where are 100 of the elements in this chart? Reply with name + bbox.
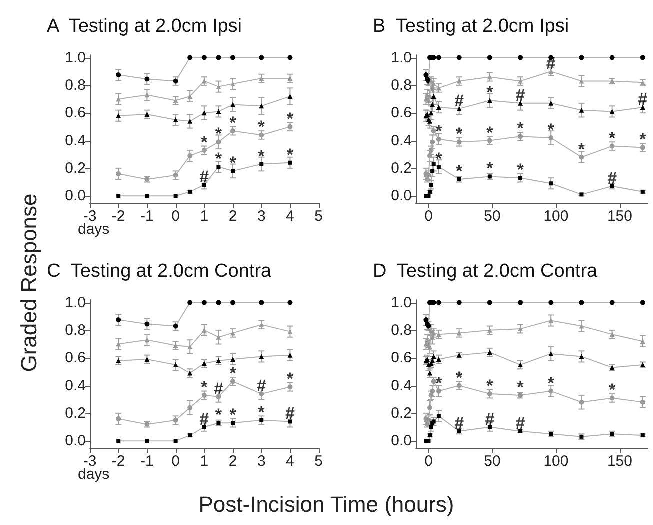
annotation: * xyxy=(230,114,237,133)
y-tick-label: 1.0 xyxy=(391,49,412,66)
annotation: # xyxy=(485,410,496,429)
y-tick-label: 0.4 xyxy=(391,377,412,394)
y-tick-label: 0.4 xyxy=(65,132,86,150)
y-tick-label: 0.8 xyxy=(391,76,412,94)
x-tick-label: -1 xyxy=(140,208,154,225)
x-tick-label: 0 xyxy=(172,208,180,225)
annotation: # xyxy=(516,414,526,433)
y-tick-label: 0.0 xyxy=(391,188,412,205)
y-tick-label: 0.8 xyxy=(65,76,86,94)
annotation: # xyxy=(516,86,526,105)
annotation: # xyxy=(608,168,618,188)
annotation: * xyxy=(486,159,494,178)
annotation: * xyxy=(517,160,524,180)
annotation: # xyxy=(285,404,296,424)
x-tick-label: 2 xyxy=(228,453,238,470)
x-tick-label: 0 xyxy=(424,208,433,225)
annotation: # xyxy=(200,410,210,429)
annotation: * xyxy=(230,364,237,384)
y-tick-label: 0.6 xyxy=(65,104,86,122)
annotation: * xyxy=(486,83,494,102)
annotation: * xyxy=(517,378,524,397)
annotation: * xyxy=(230,154,237,173)
annotation: * xyxy=(215,406,222,425)
y-tick-label: 0.2 xyxy=(65,404,86,422)
x-tick-label: 5 xyxy=(314,208,323,225)
annotation: * xyxy=(486,376,494,396)
y-tick-label: 0.0 xyxy=(65,432,86,450)
annotation: * xyxy=(517,119,524,138)
annotation: * xyxy=(230,406,237,425)
annotation: * xyxy=(548,374,555,393)
x-tick-label: -2 xyxy=(112,208,126,225)
x-tick-label: 100 xyxy=(544,453,569,470)
annotation: # xyxy=(638,90,648,110)
annotation: # xyxy=(454,91,465,110)
y-tick-label: 0.2 xyxy=(65,160,86,177)
y-tick-label: 0.2 xyxy=(391,160,412,177)
annotation: * xyxy=(201,378,208,397)
x-tick-label: 50 xyxy=(484,208,501,225)
annotation: * xyxy=(456,124,464,144)
y-tick-label: 0.6 xyxy=(65,350,86,367)
x-tick-label: 5 xyxy=(314,453,323,470)
annotation: * xyxy=(436,122,443,141)
x-tick-label: 0 xyxy=(172,453,180,470)
y-tick-label: 0.8 xyxy=(65,322,86,339)
y-tick-label: 1.0 xyxy=(391,294,412,312)
x-tick-label: 150 xyxy=(607,453,632,470)
x-tick-label: -2 xyxy=(112,453,126,470)
annotation: * xyxy=(286,145,294,164)
x-tick-label: 50 xyxy=(484,453,501,470)
annotation: # xyxy=(454,414,465,433)
chart-title: B Testing at 2.0cm Ipsi xyxy=(373,16,570,37)
x-tick-label: -1 xyxy=(140,453,154,470)
annotation: * xyxy=(640,130,647,150)
x-tick-label: 0 xyxy=(424,453,433,470)
x-tick-label: 2 xyxy=(228,208,238,225)
annotation: * xyxy=(608,380,616,400)
x-tick-label: 150 xyxy=(607,208,632,225)
y-tick-label: 0.8 xyxy=(391,322,412,339)
annotation: * xyxy=(201,132,208,152)
y-tick-label: 1.0 xyxy=(65,49,86,66)
annotation: * xyxy=(456,368,464,388)
x-axis-title: Post-Incision Time (hours) xyxy=(198,492,456,518)
y-tick-label: 0.4 xyxy=(391,132,412,150)
annotation: * xyxy=(548,120,555,140)
x-tick-label: 4 xyxy=(286,453,294,470)
annotation: * xyxy=(608,128,616,148)
x-tick-label: 3 xyxy=(257,208,266,225)
y-tick-label: 1.0 xyxy=(65,294,86,312)
annotation: * xyxy=(578,140,586,159)
annotation: # xyxy=(256,376,267,396)
annotation: * xyxy=(258,402,266,422)
annotation: * xyxy=(215,124,222,144)
x-tick-label: 1 xyxy=(200,208,209,225)
annotation: * xyxy=(436,374,443,393)
y-tick-label: 0.2 xyxy=(391,404,412,422)
annotation: * xyxy=(215,150,222,169)
y-axis-title: Graded Response xyxy=(16,194,42,372)
x-tick-label: 1 xyxy=(200,453,209,470)
annotation: * xyxy=(456,162,464,181)
annotation: * xyxy=(486,123,494,142)
annotation: * xyxy=(436,150,443,169)
annotation: * xyxy=(258,146,266,166)
annotation: # xyxy=(200,168,210,187)
y-tick-label: 0.6 xyxy=(391,104,412,122)
x-tick-label: 100 xyxy=(544,208,569,225)
annotation: * xyxy=(258,118,266,137)
x-tick-label: 3 xyxy=(257,453,266,470)
x-tick-label: 4 xyxy=(286,208,294,225)
chart-title: D Testing at 2.0cm Contra xyxy=(373,261,598,282)
y-tick-label: 0.6 xyxy=(391,350,412,367)
y-tick-label: 0.4 xyxy=(65,377,86,394)
annotation: * xyxy=(286,370,294,389)
y-tick-label: 0.0 xyxy=(391,432,412,450)
annotation: * xyxy=(286,109,294,128)
chart-title: A Testing at 2.0cm Ipsi xyxy=(47,16,242,37)
annotation: # xyxy=(214,379,224,398)
y-tick-label: 0.0 xyxy=(65,188,86,205)
chart-title: C Testing at 2.0cm Contra xyxy=(47,261,272,282)
